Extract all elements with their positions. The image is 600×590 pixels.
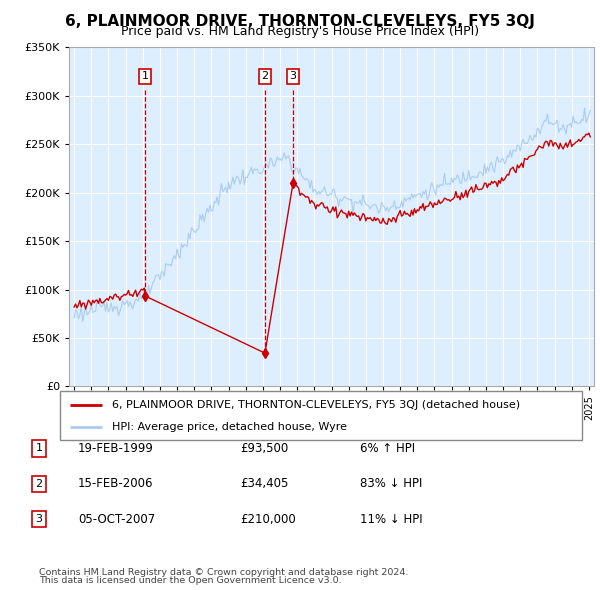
Text: 3: 3 [35,514,43,524]
Text: 05-OCT-2007: 05-OCT-2007 [78,513,155,526]
Text: 1: 1 [142,71,148,81]
Text: 15-FEB-2006: 15-FEB-2006 [78,477,154,490]
Text: 6, PLAINMOOR DRIVE, THORNTON-CLEVELEYS, FY5 3QJ: 6, PLAINMOOR DRIVE, THORNTON-CLEVELEYS, … [65,14,535,28]
Text: £93,500: £93,500 [240,442,288,455]
Text: 2: 2 [262,71,268,81]
Text: 2: 2 [35,479,43,489]
Text: £210,000: £210,000 [240,513,296,526]
Text: 19-FEB-1999: 19-FEB-1999 [78,442,154,455]
Text: Price paid vs. HM Land Registry's House Price Index (HPI): Price paid vs. HM Land Registry's House … [121,25,479,38]
Text: HPI: Average price, detached house, Wyre: HPI: Average price, detached house, Wyre [112,422,347,432]
Text: 6% ↑ HPI: 6% ↑ HPI [360,442,415,455]
Text: Contains HM Land Registry data © Crown copyright and database right 2024.: Contains HM Land Registry data © Crown c… [39,568,409,577]
Text: 3: 3 [290,71,296,81]
Text: £34,405: £34,405 [240,477,289,490]
Text: This data is licensed under the Open Government Licence v3.0.: This data is licensed under the Open Gov… [39,576,341,585]
Text: 6, PLAINMOOR DRIVE, THORNTON-CLEVELEYS, FY5 3QJ (detached house): 6, PLAINMOOR DRIVE, THORNTON-CLEVELEYS, … [112,399,520,409]
Text: 11% ↓ HPI: 11% ↓ HPI [360,513,422,526]
Text: 83% ↓ HPI: 83% ↓ HPI [360,477,422,490]
Text: 1: 1 [35,444,43,453]
